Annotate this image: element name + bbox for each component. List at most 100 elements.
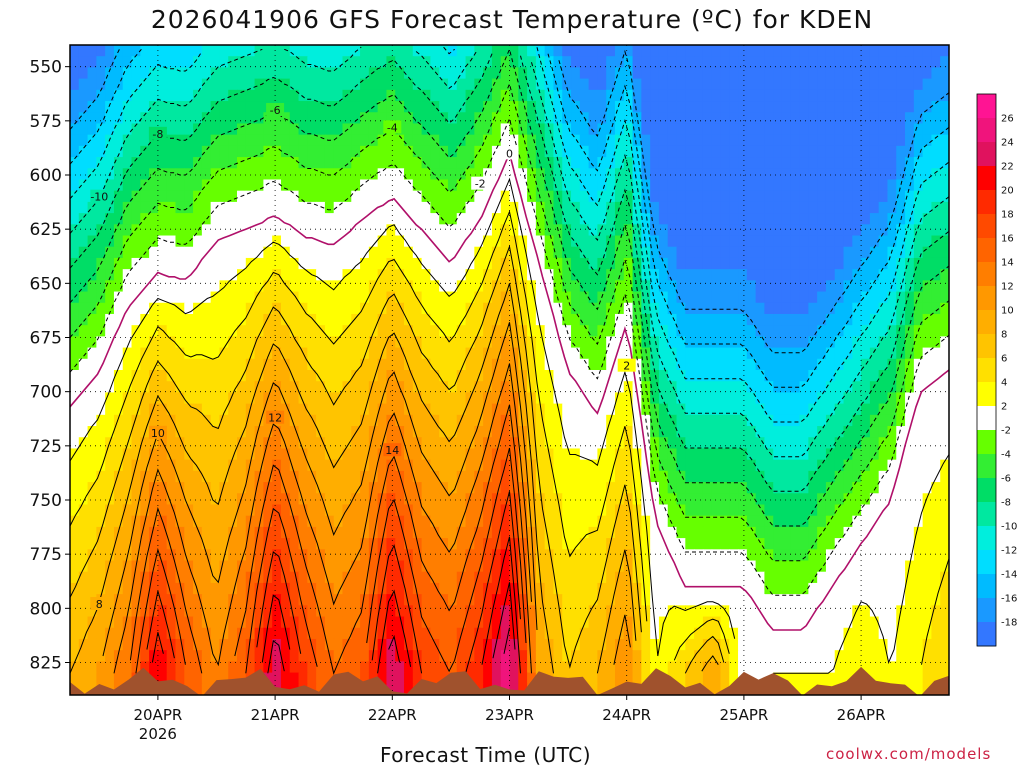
heat-cell (658, 482, 669, 494)
heat-cell (658, 45, 669, 57)
heat-cell (905, 269, 915, 281)
heat-cell (237, 246, 247, 259)
heat-cell (834, 448, 845, 461)
heat-cell (386, 269, 396, 281)
heat-cell (878, 459, 889, 472)
heat-cell (781, 414, 792, 427)
heat-cell (184, 515, 194, 528)
heat-cell (518, 269, 528, 281)
heat-cell (878, 101, 889, 113)
heat-cell (940, 45, 949, 57)
heat-cell (825, 145, 836, 158)
heat-cell (324, 123, 335, 136)
heat-cell (430, 538, 440, 550)
heat-cell (878, 437, 889, 450)
heat-cell (896, 448, 906, 461)
heat-cell (861, 414, 871, 427)
heat-cell (702, 190, 713, 203)
heat-cell (685, 89, 695, 102)
heat-cell (237, 470, 247, 483)
heat-cell (465, 571, 475, 584)
heat-cell (571, 157, 581, 169)
heat-cell (913, 437, 924, 450)
heat-cell (360, 112, 370, 125)
heat-cell (773, 504, 783, 517)
heat-cell (201, 493, 212, 506)
heat-cell (553, 246, 563, 259)
heat-cell (896, 313, 906, 326)
heat-cell (825, 179, 836, 192)
heat-cell (861, 302, 871, 315)
heat-cell (166, 336, 177, 349)
heat-cell (861, 291, 871, 304)
heat-cell (377, 168, 388, 181)
heat-cell (500, 403, 511, 416)
heat-cell (808, 291, 818, 304)
heat-cell (509, 112, 519, 125)
heat-cell (272, 594, 282, 606)
heat-cell (500, 224, 511, 237)
heat-cell (447, 370, 458, 382)
heat-cell (799, 201, 809, 214)
heat-cell (711, 414, 722, 427)
heat-cell (474, 89, 484, 102)
heat-cell (562, 269, 572, 281)
heat-cell (606, 313, 616, 326)
heat-cell (342, 582, 352, 595)
heat-cell (377, 426, 388, 438)
heat-cell (623, 414, 634, 427)
heat-cell (509, 515, 519, 528)
heat-cell (483, 302, 493, 315)
heat-cell (738, 403, 748, 416)
heat-cell (817, 358, 827, 371)
heat-cell (614, 213, 625, 225)
heat-cell (474, 67, 484, 80)
heat-cell (439, 336, 449, 349)
heat-cell (878, 325, 889, 337)
heat-cell (280, 313, 291, 326)
heat-cell (887, 201, 897, 214)
heat-cell (307, 538, 317, 550)
heat-cell (553, 201, 563, 214)
heat-cell (606, 145, 616, 158)
heat-cell (324, 213, 335, 225)
heat-cell (913, 257, 924, 270)
heat-cell (527, 201, 537, 214)
heat-cell (404, 392, 414, 405)
heat-cell (887, 459, 897, 472)
heat-cell (799, 235, 809, 248)
heat-cell (869, 257, 880, 270)
heat-cell (289, 213, 300, 225)
heat-cell (474, 426, 484, 438)
heat-cell (298, 482, 308, 494)
heat-cell (421, 89, 431, 102)
heat-cell (579, 426, 590, 438)
heat-cell (922, 157, 933, 169)
heat-cell (351, 145, 361, 158)
heat-cell (377, 370, 388, 382)
heat-cell (852, 224, 862, 237)
heat-cell (491, 78, 502, 91)
heat-cell (852, 560, 862, 573)
heat-cell (122, 190, 133, 203)
heat-cell (597, 224, 607, 237)
heat-cell (483, 157, 493, 169)
heat-cell (913, 381, 924, 394)
heat-cell (210, 157, 221, 169)
heat-cell (606, 381, 616, 394)
heat-cell (140, 549, 150, 562)
heat-cell (676, 459, 686, 472)
heat-cell (307, 56, 317, 69)
heat-cell (861, 381, 871, 394)
heat-cell (404, 302, 414, 315)
heat-cell (913, 459, 924, 472)
heat-cell (447, 235, 458, 248)
heat-cell (887, 526, 897, 539)
heat-cell (711, 336, 722, 349)
heat-cell (342, 437, 352, 450)
heat-cell (289, 235, 300, 248)
heat-cell (280, 325, 291, 337)
heat-cell (210, 224, 221, 237)
heat-cell (157, 45, 168, 57)
heat-cell (755, 504, 766, 517)
